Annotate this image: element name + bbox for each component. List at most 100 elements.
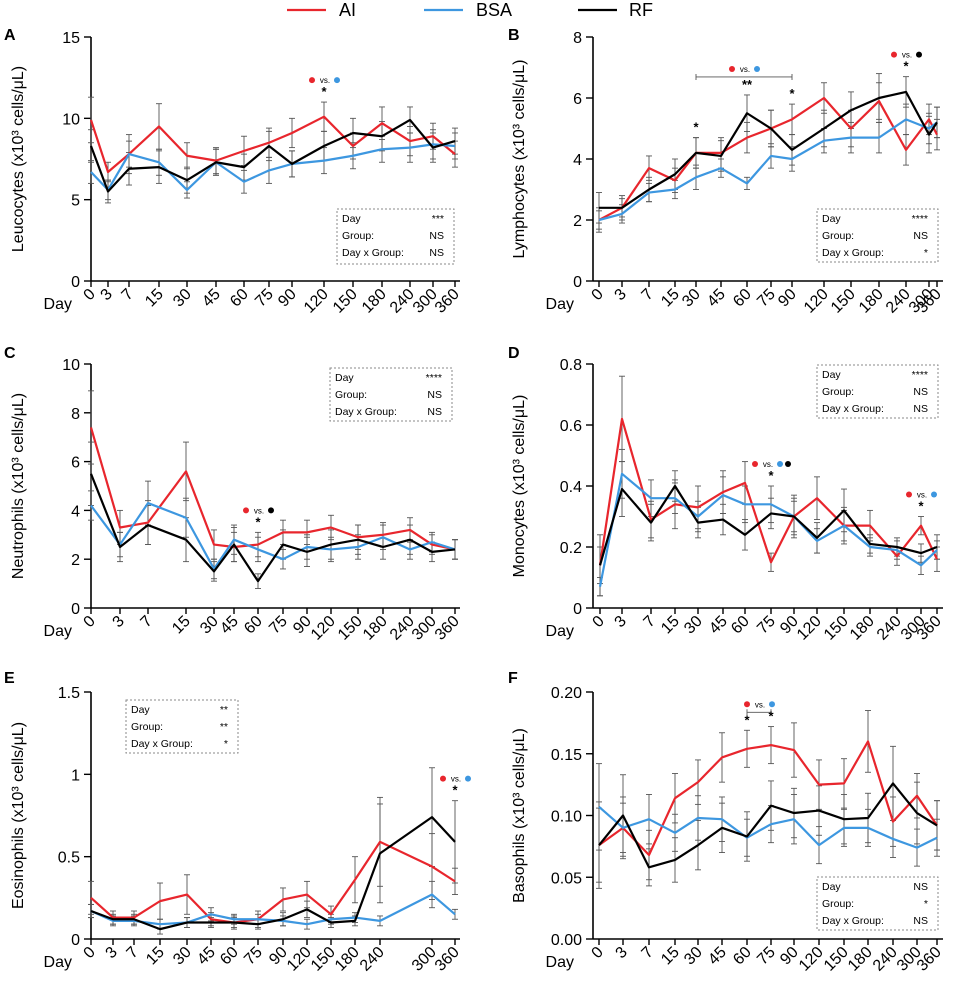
- y-tick-label-f: 0.20: [551, 685, 582, 702]
- x-tick-label-b: 3: [612, 286, 630, 304]
- y-tick-label-d: 0.2: [560, 540, 582, 557]
- series-line-bsa: [90, 143, 456, 192]
- day-label-a: Day: [44, 296, 72, 313]
- x-tick-label-d: 150: [821, 613, 852, 644]
- comparison-dot-ai: [440, 775, 446, 782]
- y-axis-label-c: Neutrophils (x10³ cells/μL): [10, 393, 27, 579]
- stats-box-d: [816, 364, 939, 419]
- y-tick-label-a: 0: [71, 274, 80, 291]
- y-axis-label-a: Leucocytes (x10³ cells/μL): [10, 66, 27, 252]
- comparison-dot-bsa: [754, 65, 760, 72]
- chart-panel-d: D 0 0.2 0.4 0.6 0.8 Monocytes (x10³ cells/μL) 0…: [508, 345, 945, 644]
- stats-box-c: [329, 367, 453, 422]
- series-line-ai: [598, 740, 938, 857]
- significance-star-d: *: [918, 499, 924, 514]
- comparison-vs-d: vs.: [917, 491, 927, 500]
- stats-label-b: Day x Group:: [822, 247, 884, 259]
- stats-label-a: Day x Group:: [342, 247, 404, 259]
- day-label-d: Day: [546, 623, 574, 640]
- day-label-f: Day: [546, 954, 574, 971]
- stats-value-b: *: [924, 247, 928, 259]
- y-tick-label-c: 6: [71, 455, 80, 472]
- comparison-dot-bsa: [931, 491, 937, 498]
- stats-label-e: Group:: [131, 721, 163, 733]
- x-tick-label-c: 150: [335, 613, 366, 644]
- panel-letter-f: F: [508, 670, 518, 687]
- comparison-dot-bsa: [465, 775, 471, 782]
- significance-star-f: *: [768, 709, 774, 724]
- stats-label-d: Day: [822, 369, 841, 381]
- series-line-bsa: [598, 118, 938, 222]
- y-tick-label-a: 5: [71, 193, 80, 210]
- x-tick-label-a: 15: [142, 286, 167, 311]
- x-tick-label-c: 15: [169, 613, 194, 638]
- x-tick-label-a: 75: [252, 286, 277, 311]
- significance-star-f: *: [744, 712, 750, 727]
- stats-label-c: Day x Group:: [335, 406, 397, 418]
- x-tick-label-a: 120: [301, 286, 332, 317]
- x-tick-label-f: 45: [705, 944, 730, 969]
- legend: AI BSA RF: [287, 0, 653, 20]
- x-tick-label-f: 75: [754, 944, 779, 969]
- day-label-c: Day: [44, 623, 72, 640]
- y-tick-label-b: 6: [573, 91, 582, 108]
- stats-label-c: Day: [335, 372, 354, 384]
- x-tick-label-e: 60: [217, 944, 242, 969]
- series-line-ai: [89, 427, 456, 551]
- significance-star-e: *: [452, 783, 458, 798]
- x-tick-label-f: 120: [796, 944, 827, 975]
- x-tick-label-c: 360: [432, 613, 463, 644]
- comparison-dot-bsa: [777, 461, 783, 467]
- significance-star-b: **: [742, 77, 753, 92]
- panel-letter-e: E: [4, 670, 15, 687]
- x-tick-label-c: 120: [308, 613, 339, 644]
- comparison-dot-rf: [268, 507, 274, 514]
- y-tick-label-d: 0.4: [560, 479, 582, 496]
- legend-item-ai: AI: [287, 0, 356, 20]
- stats-value-b: ****: [912, 213, 928, 225]
- x-tick-label-c: 75: [266, 613, 291, 638]
- y-tick-label-d: 0: [573, 601, 582, 618]
- series-line-rf: [90, 816, 456, 931]
- stats-value-e: **: [220, 721, 228, 733]
- x-tick-label-a: 7: [119, 286, 137, 304]
- comparison-dot-ai: [309, 77, 315, 84]
- y-tick-label-e: 1.5: [58, 685, 80, 702]
- stats-box-e: [125, 699, 239, 754]
- comparison-dot-ai: [891, 51, 897, 58]
- stats-label-d: Day x Group:: [822, 403, 884, 415]
- stats-value-b: NS: [913, 230, 928, 242]
- comparison-vs-d: vs.: [763, 460, 773, 469]
- x-tick-label-a: 0: [81, 286, 99, 304]
- x-tick-label-d: 0: [590, 613, 608, 631]
- y-tick-label-c: 8: [71, 406, 80, 423]
- panel-letter-c: C: [4, 345, 16, 362]
- x-tick-label-a: 60: [227, 286, 252, 311]
- comparison-dot-ai: [729, 65, 735, 72]
- comparison-dot-ai: [906, 491, 912, 498]
- x-tick-label-b: 120: [801, 286, 832, 317]
- legend-item-bsa: BSA: [424, 0, 512, 20]
- x-tick-label-b: 30: [679, 286, 704, 311]
- stats-label-b: Group:: [822, 230, 854, 242]
- stats-label-c: Group:: [335, 389, 367, 401]
- x-tick-label-c: 45: [217, 613, 242, 638]
- x-tick-label-d: 180: [847, 613, 878, 644]
- series-line-bsa: [598, 806, 938, 849]
- x-tick-label-d: 75: [754, 613, 779, 638]
- stats-box-a: [336, 208, 455, 265]
- stats-value-a: NS: [429, 230, 444, 242]
- x-tick-label-b: 7: [639, 286, 657, 304]
- x-tick-label-e: 45: [194, 944, 219, 969]
- y-tick-label-a: 15: [62, 30, 80, 47]
- panel-letter-b: B: [508, 27, 520, 44]
- x-tick-label-b: 0: [589, 286, 607, 304]
- stats-value-f: *: [924, 898, 928, 910]
- comparison-dot-rf: [916, 51, 922, 58]
- x-tick-label-f: 30: [681, 944, 706, 969]
- x-tick-label-c: 3: [110, 613, 128, 631]
- comparison-dot-ai: [243, 507, 249, 514]
